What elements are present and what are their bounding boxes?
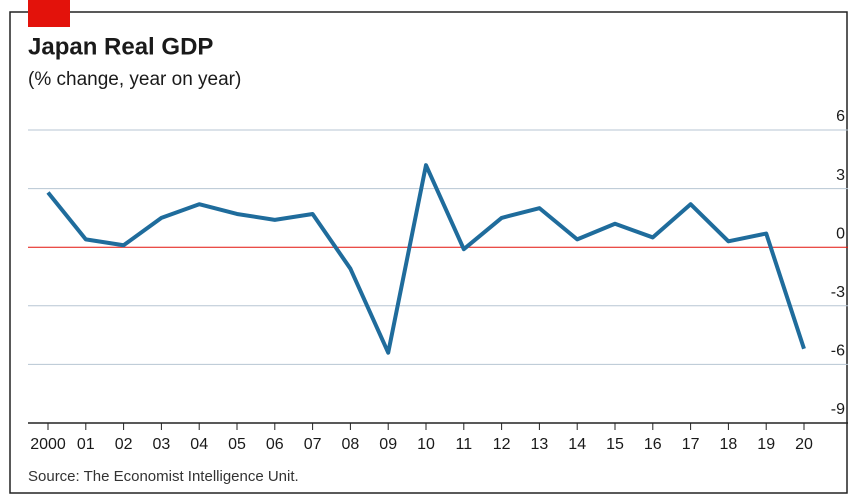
- x-tick-label: 10: [417, 436, 435, 453]
- x-tick-label: 06: [266, 436, 284, 453]
- accent-bar: [28, 0, 70, 27]
- frame: [9, 11, 848, 494]
- y-tick-label: -6: [831, 343, 845, 360]
- x-tick-label: 13: [531, 436, 549, 453]
- x-tick-label: 07: [304, 436, 322, 453]
- chart-title: Japan Real GDP: [28, 33, 213, 60]
- x-tick-label: 12: [493, 436, 511, 453]
- x-tick-label: 16: [644, 436, 662, 453]
- x-tick-label: 19: [757, 436, 775, 453]
- y-tick-label: 6: [836, 108, 845, 125]
- x-tick-label: 14: [568, 436, 586, 453]
- x-tick-label: 09: [379, 436, 397, 453]
- source-note: Source: The Economist Intelligence Unit.: [28, 468, 299, 485]
- x-tick-label: 02: [115, 436, 133, 453]
- x-tick-label: 03: [153, 436, 171, 453]
- x-tick-label: 17: [682, 436, 700, 453]
- y-tick-label: 3: [836, 167, 845, 184]
- line-series: [46, 163, 806, 355]
- x-tick-label: 15: [606, 436, 624, 453]
- x-tick-label: 08: [342, 436, 360, 453]
- x-tick-label: 18: [720, 436, 738, 453]
- x-tick-label: 2000: [30, 436, 66, 453]
- x-tick-label: 11: [455, 436, 472, 453]
- y-tick-label: -9: [831, 401, 845, 418]
- chart-subtitle: (% change, year on year): [28, 69, 241, 90]
- y-tick-label: 0: [836, 225, 845, 242]
- x-tick-label: 01: [77, 436, 95, 453]
- x-tick-label: 05: [228, 436, 246, 453]
- x-tick-label: 04: [190, 436, 208, 453]
- x-tick-label: 20: [795, 436, 813, 453]
- y-tick-label: -3: [831, 284, 845, 301]
